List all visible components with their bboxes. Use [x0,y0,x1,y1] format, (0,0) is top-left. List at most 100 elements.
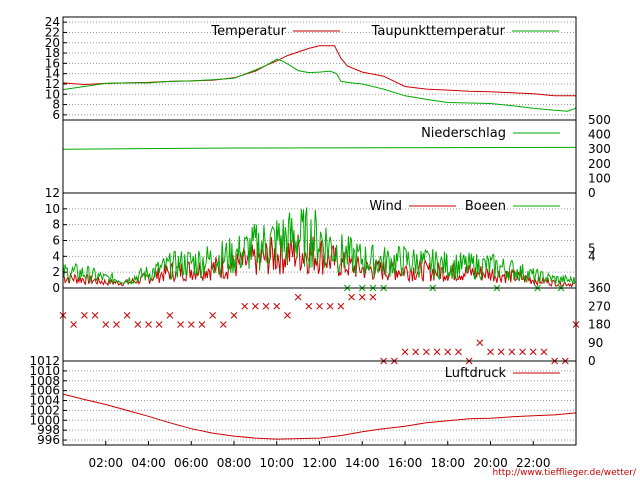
scatter-point-0-3 [91,312,99,319]
x-tick-label-2: 06:00 [174,456,209,470]
scatter-point-0-33 [412,348,420,356]
scatter-point-0-27 [348,293,355,301]
y2-tick-label-3-1: 90 [588,336,603,350]
y2-tick-label-1-4: 400 [588,128,611,142]
y2-tick-label-2-1: 5 [588,241,596,255]
y2-tick-label-1-5: 500 [588,113,611,127]
scatter-point-0-2 [81,312,88,319]
scatter-point-0-8 [145,321,152,328]
scatter-point-0-35 [433,348,441,356]
credit-url: http://www.tiefflieger.de/wetter/ [493,468,637,478]
scatter-point-0-37 [455,348,462,356]
scatter-point-0-41 [497,348,505,356]
scatter-point-0-36 [444,348,452,356]
y-tick-label-2-3: 6 [52,234,60,248]
y-tick-label-4-3: 1002 [29,403,60,417]
legend-label-luftdruck: Luftdruck [445,366,507,381]
scatter-point-0-11 [177,321,184,328]
scatter-point-0-26 [337,302,345,310]
y2-tick-label-3-0: 0 [588,354,596,368]
scatter-point-0-13 [198,321,206,328]
y-tick-label-0-7: 20 [45,36,60,50]
y-tick-label-0-3: 12 [45,77,60,91]
legend-wind: Wind [369,199,456,214]
legend-niederschlag: Niederschlag [421,126,560,141]
scatter-point-0-4 [102,321,110,328]
x-tick-label-9: 20:00 [473,456,508,470]
legend-temperatur: Temperatur [210,24,340,39]
scatter-point-0-42 [508,348,516,356]
y-tick-label-4-8: 1012 [29,354,60,368]
scatter-point-0-15 [219,321,227,328]
x-tick-label-6: 14:00 [345,456,380,470]
scatter-point-0-18 [252,302,259,310]
scatter-point-0-16 [230,312,238,319]
x-tick-label-3: 08:00 [217,456,252,470]
scatter-point-0-7 [134,321,142,328]
y-tick-label-4-7: 1010 [29,364,60,378]
legend-label-boeen: Boeen [465,199,506,214]
x-tick-label-1: 04:00 [131,456,166,470]
scatter-point-0-28 [358,293,366,301]
y-tick-label-2-0: 0 [52,281,60,295]
y-tick-label-0-1: 8 [52,98,60,112]
scatter-point-0-29 [369,293,377,301]
y2-tick-label-2-0: 4 [588,249,596,263]
legend-label-taupunkttemperatur: Taupunkttemperatur [371,24,506,39]
y-tick-label-0-0: 6 [52,108,60,122]
series-line-0-0 [62,45,576,97]
x-tick-label-5: 12:00 [302,456,337,470]
y2-tick-label-1-1: 100 [588,171,611,185]
scatter-point-0-40 [487,348,494,356]
scatter-point-0-25 [326,302,334,310]
y2-tick-label-3-3: 270 [588,299,611,313]
y-tick-label-2-6: 12 [45,186,60,200]
scatter-point-0-5 [113,321,120,328]
scatter-point-0-44 [529,348,537,356]
scatter-point-0-19 [262,302,270,310]
legend-label-niederschlag: Niederschlag [421,126,506,141]
y-tick-label-4-0: 996 [37,433,60,447]
scatter-point-0-39 [476,339,484,347]
legend-luftdruck: Luftdruck [445,366,560,381]
series-line-0-1 [62,58,577,112]
series-line-4-0 [62,393,577,440]
y-tick-label-4-5: 1006 [29,384,60,398]
scatter-point-0-23 [305,302,313,310]
legend-taupunkttemperatur: Taupunkttemperatur [371,24,559,39]
scatter-point-0-6 [123,312,131,319]
scatter-point-0-17 [241,302,249,310]
x-tick-label-7: 16:00 [388,456,423,470]
x-tick-label-10: 22:00 [516,456,551,470]
scatter-point-0-24 [316,302,323,310]
scatter-point-0-34 [423,348,430,356]
y-tick-label-4-2: 1000 [29,413,60,427]
y2-tick-label-1-0: 0 [588,186,596,200]
y-tick-label-2-2: 4 [52,249,60,263]
scatter-point-0-14 [209,312,216,319]
legend-label-temperatur: Temperatur [210,24,286,39]
scatter-point-0-45 [540,348,548,356]
x-tick-label-0: 02:00 [88,456,123,470]
y-tick-label-2-4: 8 [52,218,60,232]
scatter-point-0-22 [294,293,302,301]
y-tick-label-4-4: 1004 [29,394,60,408]
scatter-point-0-12 [187,321,195,328]
series-line-2-1 [62,207,576,286]
x-tick-label-8: 18:00 [430,456,465,470]
y-tick-label-0-8: 22 [45,25,60,39]
scatter-point-0-9 [155,321,163,328]
y2-tick-label-1-3: 300 [588,142,611,156]
y-tick-label-0-2: 10 [45,87,60,101]
y-tick-label-4-6: 1008 [29,374,60,388]
y2-tick-label-1-2: 200 [588,157,611,171]
legend-boeen: Boeen [465,199,560,214]
scatter-point-0-10 [166,312,174,319]
y-tick-label-4-1: 998 [37,423,60,437]
scatter-point-0-43 [519,348,526,356]
y-tick-label-0-9: 24 [45,15,60,29]
scatter-point-0-21 [284,312,291,319]
scatter-point-0-1 [70,321,78,328]
y-tick-label-0-5: 16 [45,56,60,70]
